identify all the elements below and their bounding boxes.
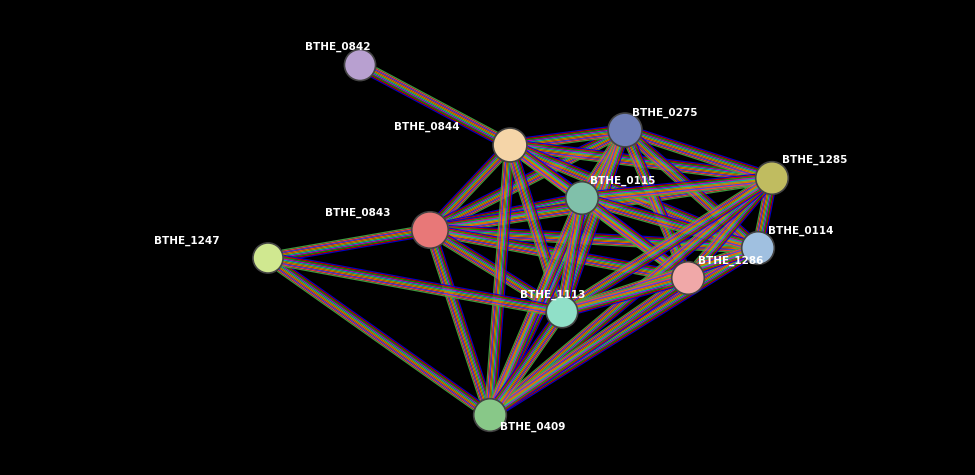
Text: BTHE_1113: BTHE_1113 — [520, 290, 585, 300]
Text: BTHE_0115: BTHE_0115 — [590, 176, 655, 186]
Circle shape — [474, 399, 506, 431]
Text: BTHE_1286: BTHE_1286 — [698, 256, 763, 266]
Circle shape — [756, 162, 789, 194]
Circle shape — [672, 262, 704, 294]
Text: BTHE_0409: BTHE_0409 — [500, 422, 566, 432]
Text: BTHE_0844: BTHE_0844 — [394, 122, 460, 132]
Text: BTHE_0275: BTHE_0275 — [632, 108, 697, 118]
Circle shape — [411, 212, 448, 248]
Circle shape — [608, 113, 642, 147]
Text: BTHE_0842: BTHE_0842 — [304, 42, 370, 52]
Text: BTHE_1285: BTHE_1285 — [782, 155, 847, 165]
Circle shape — [253, 243, 283, 273]
Text: BTHE_0843: BTHE_0843 — [325, 208, 390, 218]
Text: BTHE_1247: BTHE_1247 — [154, 236, 220, 246]
Text: BTHE_0114: BTHE_0114 — [768, 226, 834, 236]
Circle shape — [742, 232, 774, 264]
Circle shape — [546, 296, 578, 328]
Circle shape — [566, 181, 599, 214]
Circle shape — [493, 128, 526, 162]
Circle shape — [344, 49, 375, 81]
